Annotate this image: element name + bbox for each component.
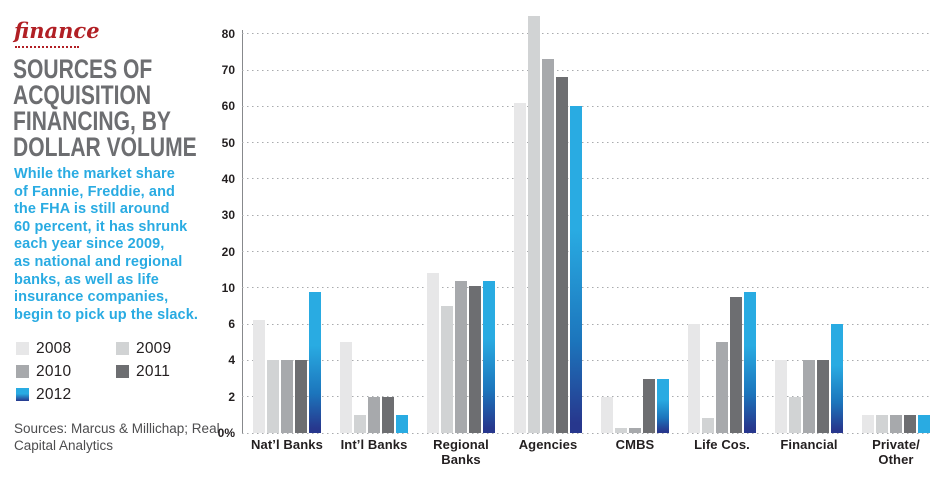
bar-2011 (730, 296, 742, 433)
bar-2009 (528, 15, 540, 433)
title-line: SOURCES OF (13, 54, 153, 84)
x-category-label: Nat’l Banks (251, 437, 323, 452)
bar-2009 (876, 414, 888, 433)
y-tick-label: 10 (221, 280, 235, 295)
y-tick-label: 4 (228, 353, 235, 368)
bar-2011 (817, 360, 829, 433)
y-gridline (242, 359, 931, 361)
legend-label: 2010 (36, 362, 72, 380)
legend-label: 2008 (36, 339, 72, 357)
legend-label: 2011 (136, 362, 171, 380)
bar-2010 (281, 360, 293, 433)
y-gridline (242, 251, 931, 252)
y-tick-label: 40 (221, 171, 235, 186)
y-tick-label: 30 (221, 208, 235, 223)
title-line: ACQUISITION (13, 80, 152, 110)
bar-2010 (542, 59, 554, 433)
bar-2008 (340, 342, 352, 433)
y-gridline (242, 178, 931, 180)
bar-2008 (862, 414, 874, 433)
bar-2008 (775, 360, 787, 433)
bar-2011 (904, 414, 916, 433)
bar-2011 (295, 360, 307, 433)
intro-paragraph: While the market share of Fannie, Freddi… (14, 166, 198, 323)
title-line: FINANCING, BY (13, 106, 171, 136)
y-gridline (242, 105, 931, 107)
bar-2009 (702, 418, 714, 433)
y-gridline (242, 142, 931, 144)
bar-2008 (253, 319, 265, 433)
y-gridline (242, 33, 931, 35)
bar-2010 (368, 396, 380, 433)
x-category-label: Agencies (518, 437, 578, 452)
y-tick-label: 60 (221, 99, 235, 114)
x-category-label: CMBS (615, 437, 655, 452)
bar-2012 (309, 292, 321, 433)
x-category-label: Int’l Banks (340, 437, 408, 452)
x-category-label: Regional Banks (433, 437, 489, 467)
bar-2012 (483, 280, 495, 433)
legend-item-2012: 2012 (16, 385, 116, 403)
sources-note: Sources: Marcus & Millichap; Real Capita… (14, 421, 220, 453)
y-tick-label: 50 (221, 135, 235, 150)
bar-2008 (601, 396, 613, 433)
bar-2009 (267, 360, 279, 433)
y-tick-label: 0% (217, 426, 235, 440)
bar-2011 (643, 378, 655, 433)
legend-item-2008: 2008 (16, 339, 116, 357)
bar-2011 (382, 396, 394, 433)
finance-logo: finance (14, 18, 100, 43)
bar-2009 (789, 396, 801, 433)
legend-item-2010: 2010 (16, 362, 116, 380)
bar-2010 (629, 427, 641, 433)
y-gridline (242, 214, 931, 216)
y-gridline (242, 396, 931, 398)
legend-item-2009: 2009 (116, 339, 172, 357)
bar-2012 (744, 292, 756, 433)
legend-swatch-2009 (116, 342, 129, 355)
x-category-label: Life Cos. (694, 437, 750, 452)
bar-2009 (441, 305, 453, 433)
bar-2010 (455, 280, 467, 433)
y-gridline (242, 432, 931, 434)
chart-legend: 2008 2009 2010 2011 2012 (16, 339, 172, 403)
bar-2010 (716, 342, 728, 433)
bar-2011 (469, 285, 481, 433)
bar-2012 (396, 414, 408, 433)
legend-swatch-2012 (16, 388, 29, 401)
legend-label: 2009 (136, 339, 172, 357)
bar-2008 (688, 324, 700, 433)
y-tick-label: 70 (221, 63, 235, 77)
title-line: DOLLAR VOLUME (13, 132, 197, 162)
bar-2012 (570, 106, 582, 433)
bar-2008 (514, 102, 526, 433)
bar-2009 (354, 414, 366, 433)
legend-swatch-2010 (16, 365, 29, 378)
bar-2008 (427, 273, 439, 433)
legend-item-2011: 2011 (116, 362, 171, 380)
y-tick-label: 6 (228, 317, 235, 332)
bar-2012 (657, 378, 669, 433)
x-category-label: Private/ Other (872, 437, 920, 467)
page-title: SOURCES OF ACQUISITION FINANCING, BY DOL… (13, 54, 249, 162)
bar-2010 (890, 414, 902, 433)
y-gridline (242, 69, 931, 71)
bar-2010 (803, 360, 815, 433)
y-axis-line (242, 30, 243, 434)
y-gridline (242, 323, 931, 325)
legend-label: 2012 (36, 385, 72, 403)
y-tick-label: 2 (228, 389, 235, 404)
bar-2009 (615, 427, 627, 433)
x-category-label: Financial (780, 437, 838, 452)
bar-2012 (918, 414, 930, 433)
legend-swatch-2008 (16, 342, 29, 355)
y-tick-label: 80 (221, 26, 235, 41)
y-tick-label: 20 (221, 244, 235, 259)
bar-2011 (556, 77, 568, 433)
logo-dotted-underline (15, 46, 79, 48)
legend-swatch-2011 (116, 365, 129, 378)
y-gridline (242, 287, 931, 289)
bar-2012 (831, 324, 843, 433)
